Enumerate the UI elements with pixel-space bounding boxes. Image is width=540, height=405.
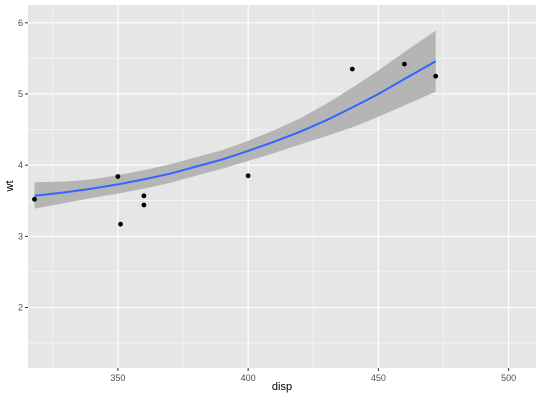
axis-ticks: 350 400 450 500 2 3 4 5 6	[18, 18, 516, 383]
data-point	[118, 221, 123, 227]
smooth-line-layer	[34, 60, 437, 197]
x-tick-label: 500	[501, 373, 516, 383]
y-axis-title: wt	[4, 181, 16, 193]
data-point	[402, 61, 407, 67]
points-layer	[32, 61, 439, 227]
x-axis-title: disp	[272, 381, 292, 393]
data-point	[141, 193, 147, 199]
y-tick-label: 3	[18, 231, 23, 241]
data-point	[115, 174, 121, 179]
data-point	[349, 66, 355, 72]
x-tick-label: 400	[241, 373, 256, 383]
data-point	[433, 73, 439, 79]
smooth-fit-line	[34, 60, 437, 197]
data-point	[32, 196, 37, 202]
minor-gridlines	[28, 5, 536, 368]
data-point	[245, 173, 251, 179]
data-point	[141, 202, 147, 208]
x-tick-label: 350	[110, 373, 125, 383]
y-tick-label: 4	[18, 160, 23, 170]
y-tick-label: 2	[18, 303, 23, 313]
x-tick-label: 450	[371, 373, 386, 383]
y-tick-label: 6	[18, 18, 23, 28]
y-tick-label: 5	[18, 89, 23, 99]
